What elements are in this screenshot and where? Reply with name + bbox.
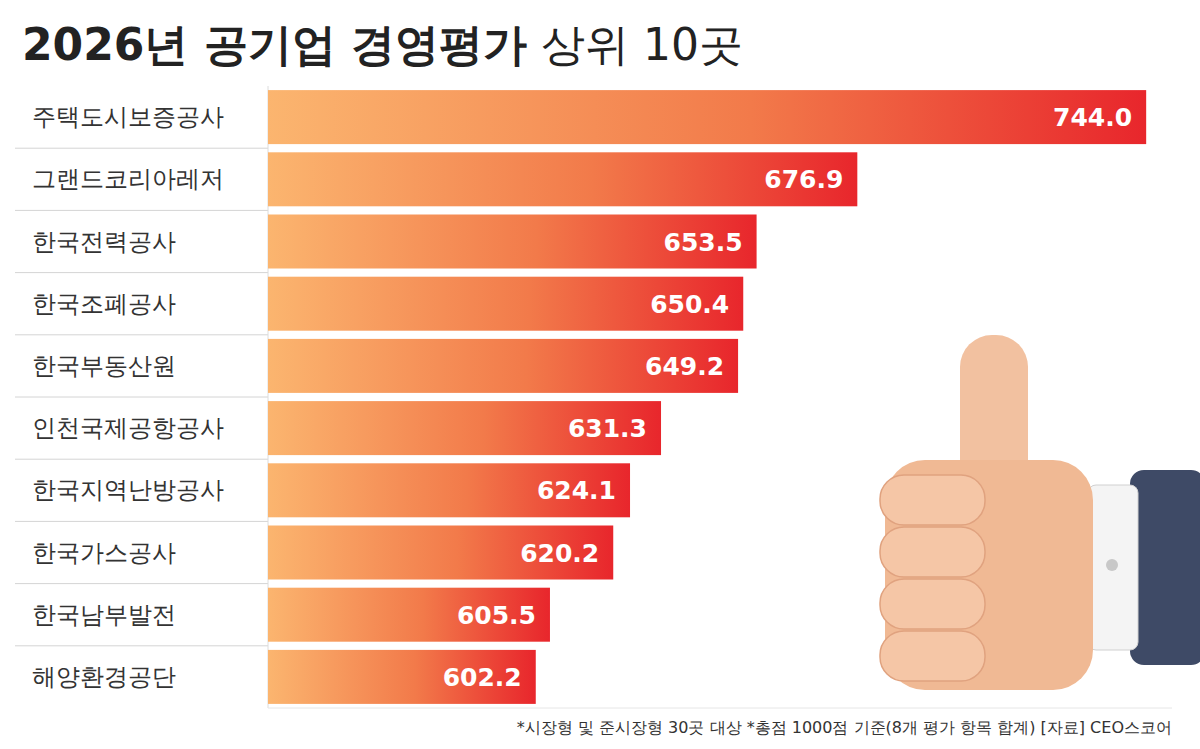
bar: [268, 526, 613, 580]
row-separator: [15, 459, 268, 460]
finger: [880, 579, 985, 629]
data-label: 631.3: [568, 414, 647, 443]
bar: [268, 152, 857, 206]
bar: [268, 277, 743, 331]
bar: [268, 339, 738, 393]
row-separator: [15, 521, 268, 522]
cufflink: [1106, 559, 1118, 571]
data-label: 653.5: [664, 228, 743, 257]
category-label: 한국가스공사: [32, 539, 176, 567]
category-label: 해양환경공단: [32, 663, 176, 691]
chart: 2026년 공기업 경영평가 상위 10곳주택도시보증공사그랜드코리아레저한국전력…: [0, 0, 1200, 749]
data-label: 605.5: [457, 601, 536, 630]
category-label: 주택도시보증공사: [32, 103, 224, 131]
bar: [268, 215, 757, 269]
row-separator: [15, 210, 268, 211]
bar: [268, 588, 550, 642]
category-label: 한국조폐공사: [32, 290, 176, 318]
title: 2026년 공기업 경영평가 상위 10곳: [22, 19, 743, 70]
bar: [268, 90, 1146, 144]
category-label: 한국남부발전: [32, 601, 176, 629]
footnote: *시장형 및 준시장형 30곳 대상 *총점 1000점 기준(8개 평가 항목…: [517, 718, 1172, 737]
sleeve: [1130, 470, 1200, 665]
row-separator: [15, 397, 268, 398]
bar: [268, 650, 536, 704]
data-label: 620.2: [520, 539, 599, 568]
row-separator: [15, 334, 268, 335]
cuff: [1088, 485, 1138, 650]
category-label: 인천국제공항공사: [32, 414, 224, 442]
data-label: 676.9: [764, 165, 843, 194]
thumbs-up-icon: [880, 335, 1200, 690]
data-label: 649.2: [645, 352, 724, 381]
category-label: 한국지역난방공사: [32, 476, 224, 504]
finger: [880, 475, 985, 525]
category-label: 한국전력공사: [32, 228, 176, 256]
data-label: 602.2: [443, 663, 522, 692]
subtitle-text: 상위 10곳: [541, 19, 743, 70]
row-separator: [15, 148, 268, 149]
data-label: 650.4: [650, 290, 729, 319]
row-separator: [15, 645, 268, 646]
bars: [268, 90, 1146, 704]
row-separator: [15, 272, 268, 273]
axis-line: [268, 708, 1172, 709]
category-label: 그랜드코리아레저: [32, 165, 224, 193]
bar: [268, 463, 630, 517]
finger: [880, 527, 985, 577]
bar: [268, 401, 661, 455]
row-separator: [15, 583, 268, 584]
category-label: 한국부동산원: [32, 352, 176, 380]
title-text: 2026년 공기업 경영평가: [22, 19, 527, 70]
data-label: 624.1: [537, 476, 616, 505]
data-label: 744.0: [1053, 103, 1132, 132]
finger: [880, 631, 985, 681]
